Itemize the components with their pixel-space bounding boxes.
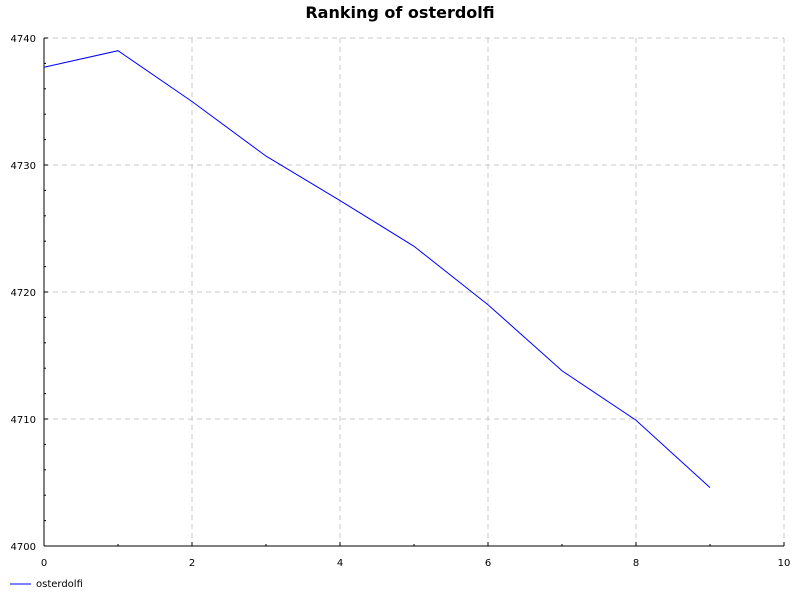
x-tick-label: 4: [337, 558, 343, 569]
x-tick-label: 0: [41, 558, 47, 569]
chart-title: Ranking of osterdolfi: [305, 3, 494, 22]
minor-ticks: [44, 62, 711, 546]
legend: osterdolfi: [10, 579, 83, 590]
x-axis-ticks: 0 2 4 6 8 10: [41, 542, 791, 569]
x-tick-label: 10: [778, 558, 791, 569]
y-tick-label: 4730: [11, 161, 36, 172]
grid: [44, 37, 785, 546]
series-layer: [43, 50, 711, 488]
legend-label-osterdolfi: osterdolfi: [36, 579, 83, 590]
x-tick-label: 6: [485, 558, 491, 569]
series-line-osterdolfi: [43, 50, 711, 488]
x-tick-label: 2: [189, 558, 195, 569]
x-tick-label: 8: [633, 558, 639, 569]
y-tick-label: 4740: [11, 34, 36, 45]
y-tick-label: 4710: [11, 415, 36, 426]
y-axis-ticks: 4700 4710 4720 4730 4740: [11, 34, 48, 553]
y-tick-label: 4700: [11, 542, 36, 553]
y-tick-label: 4720: [11, 288, 36, 299]
